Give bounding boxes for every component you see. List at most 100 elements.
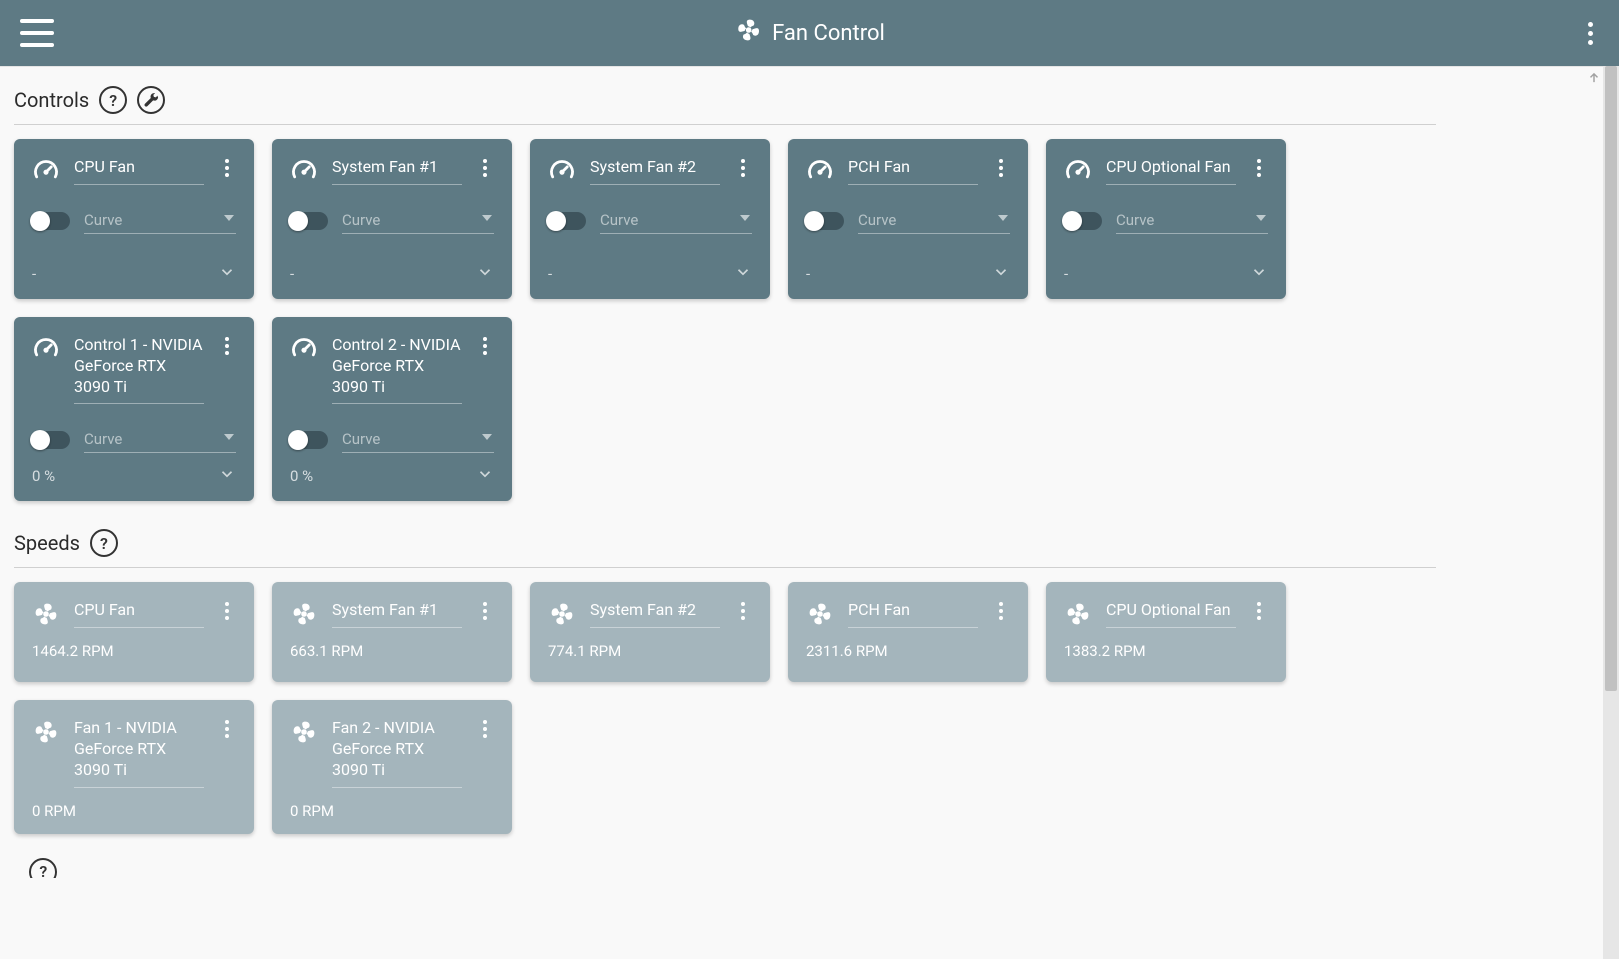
percent-value: - [32,265,36,283]
curve-placeholder: Curve [342,211,380,229]
control-name[interactable]: System Fan #2 [590,157,720,185]
curve-select[interactable]: Curve [84,426,236,453]
card-more-icon[interactable] [476,157,494,179]
help-icon[interactable]: ? [90,529,118,557]
card-more-icon[interactable] [1250,157,1268,179]
menu-icon[interactable] [20,19,54,47]
speed-name[interactable]: Fan 1 - NVIDIA GeForce RTX 3090 Ti [74,718,204,787]
curve-select[interactable]: Curve [858,207,1010,234]
rpm-value: 2311.6 RPM [806,642,1010,660]
enable-toggle[interactable] [290,431,328,449]
speed-name[interactable]: System Fan #1 [332,600,462,628]
controls-section-header: Controls ? [14,80,1436,125]
card-more-icon[interactable] [1250,600,1268,622]
speed-card: System Fan #1 663.1 RPM [272,582,512,682]
fan-icon [548,600,576,628]
enable-toggle[interactable] [32,431,70,449]
controls-label: Controls [14,88,89,112]
header-more-icon[interactable] [1582,16,1599,51]
help-icon[interactable]: ? [29,858,57,878]
speed-name[interactable]: System Fan #2 [590,600,720,628]
controls-grid: CPU Fan Curve - System Fan #1 Curve - [14,139,1436,501]
speed-name[interactable]: CPU Fan [74,600,204,628]
enable-toggle[interactable] [32,212,70,230]
percent-value: - [806,265,810,283]
chevron-down-icon[interactable] [734,263,752,285]
control-card: Control 2 - NVIDIA GeForce RTX 3090 Ti C… [272,317,512,501]
card-more-icon[interactable] [992,157,1010,179]
curve-select[interactable]: Curve [1116,207,1268,234]
page-content: Controls ? CPU Fan Curve - System Fan #1 [0,66,1450,902]
fan-icon [290,600,318,628]
curve-placeholder: Curve [600,211,638,229]
gauge-icon [290,335,318,363]
curve-placeholder: Curve [84,430,122,448]
chevron-down-icon[interactable] [476,465,494,487]
gauge-icon [32,157,60,185]
enable-toggle[interactable] [548,212,586,230]
fan-icon [32,718,60,746]
card-more-icon[interactable] [734,157,752,179]
wrench-icon[interactable] [137,86,165,114]
enable-toggle[interactable] [290,212,328,230]
app-header: Fan Control [0,0,1619,66]
gauge-icon [806,157,834,185]
speeds-section-header: Speeds ? [14,523,1436,568]
speed-card: CPU Optional Fan 1383.2 RPM [1046,582,1286,682]
fan-icon [290,718,318,746]
chevron-down-icon[interactable] [992,263,1010,285]
speeds-label: Speeds [14,531,80,555]
rpm-value: 1464.2 RPM [32,642,236,660]
control-name[interactable]: PCH Fan [848,157,978,185]
rpm-value: 663.1 RPM [290,642,494,660]
scroll-up-arrow-icon [1587,70,1601,84]
control-card: CPU Optional Fan Curve - [1046,139,1286,299]
curve-select[interactable]: Curve [600,207,752,234]
enable-toggle[interactable] [806,212,844,230]
speed-card: Fan 2 - NVIDIA GeForce RTX 3090 Ti 0 RPM [272,700,512,833]
percent-value: 0 % [290,467,313,485]
speed-card: CPU Fan 1464.2 RPM [14,582,254,682]
speeds-grid: CPU Fan 1464.2 RPM System Fan #1 663.1 R… [14,582,1436,833]
control-name[interactable]: Control 1 - NVIDIA GeForce RTX 3090 Ti [74,335,204,404]
control-name[interactable]: Control 2 - NVIDIA GeForce RTX 3090 Ti [332,335,462,404]
card-more-icon[interactable] [218,718,236,740]
card-more-icon[interactable] [476,600,494,622]
curve-select[interactable]: Curve [342,207,494,234]
control-name[interactable]: CPU Fan [74,157,204,185]
chevron-down-icon[interactable] [218,465,236,487]
speed-name[interactable]: Fan 2 - NVIDIA GeForce RTX 3090 Ti [332,718,462,787]
speed-name[interactable]: PCH Fan [848,600,978,628]
help-icon[interactable]: ? [99,86,127,114]
speed-name[interactable]: CPU Optional Fan [1106,600,1236,628]
speed-card: PCH Fan 2311.6 RPM [788,582,1028,682]
enable-toggle[interactable] [1064,212,1102,230]
rpm-value: 0 RPM [32,802,236,820]
fan-icon [734,16,762,50]
rpm-value: 1383.2 RPM [1064,642,1268,660]
scrollbar[interactable] [1603,66,1619,959]
card-more-icon[interactable] [218,335,236,357]
chevron-down-icon[interactable] [1250,263,1268,285]
rpm-value: 0 RPM [290,802,494,820]
chevron-down-icon[interactable] [476,263,494,285]
scrollbar-thumb[interactable] [1605,66,1617,691]
card-more-icon[interactable] [476,335,494,357]
percent-value: 0 % [32,467,55,485]
fan-icon [1064,600,1092,628]
card-more-icon[interactable] [218,157,236,179]
curve-select[interactable]: Curve [342,426,494,453]
speed-card: System Fan #2 774.1 RPM [530,582,770,682]
card-more-icon[interactable] [218,600,236,622]
card-more-icon[interactable] [734,600,752,622]
card-more-icon[interactable] [992,600,1010,622]
control-name[interactable]: CPU Optional Fan [1106,157,1236,185]
control-card: Control 1 - NVIDIA GeForce RTX 3090 Ti C… [14,317,254,501]
speed-card: Fan 1 - NVIDIA GeForce RTX 3090 Ti 0 RPM [14,700,254,833]
percent-value: - [548,265,552,283]
curve-select[interactable]: Curve [84,207,236,234]
fan-icon [806,600,834,628]
control-name[interactable]: System Fan #1 [332,157,462,185]
card-more-icon[interactable] [476,718,494,740]
chevron-down-icon[interactable] [218,263,236,285]
